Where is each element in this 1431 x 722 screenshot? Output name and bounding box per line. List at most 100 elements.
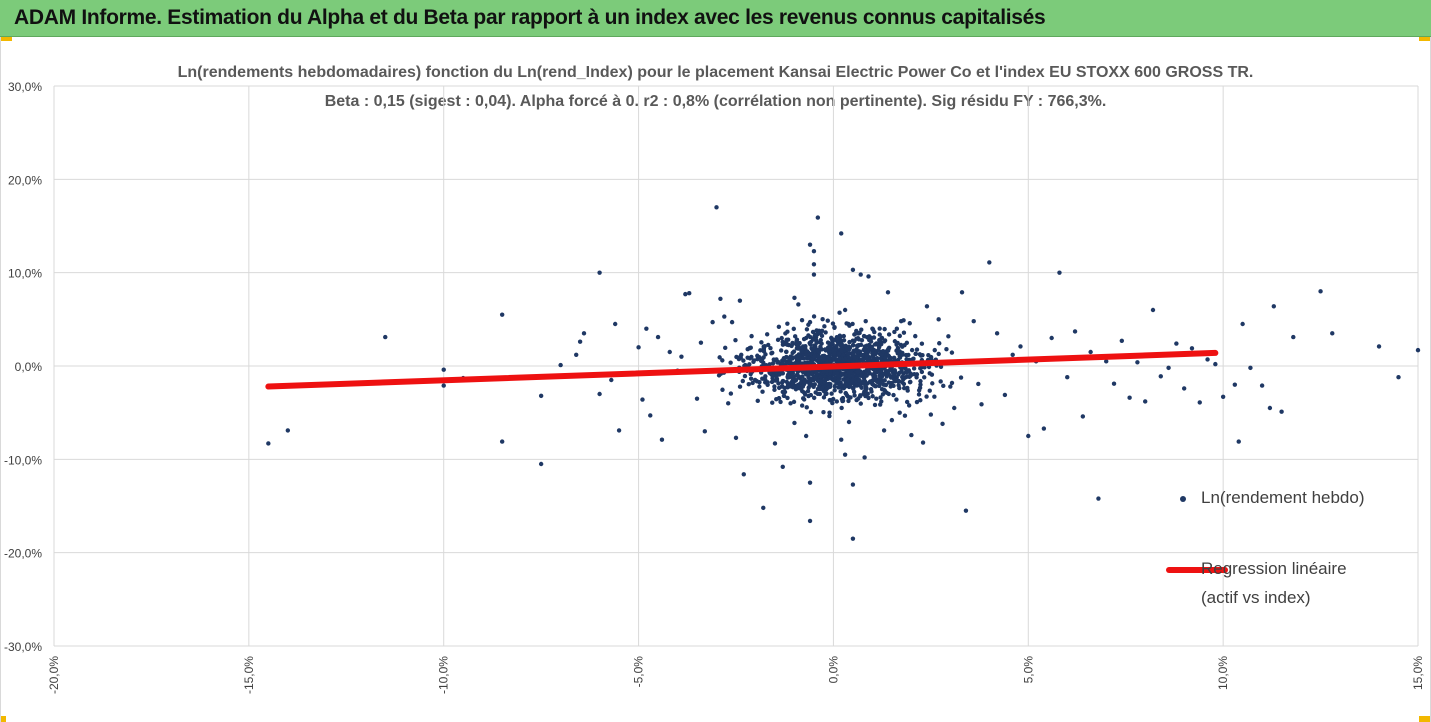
data-point [795,361,801,366]
data-point [904,399,910,405]
legend-regression[interactable]: Regression linéaire (actif vs index) [1166,557,1396,617]
data-point [976,381,981,387]
data-point [936,317,941,322]
data-point [883,368,889,374]
data-point [885,290,891,295]
data-point [794,337,800,342]
data-point [799,403,805,408]
x-tick-label: -20,0% [47,656,61,694]
data-point [859,338,865,343]
data-point [827,410,832,415]
data-point [1158,374,1163,379]
data-point [804,405,809,410]
data-point [1248,365,1253,371]
data-point [886,332,892,337]
data-point [800,369,806,375]
data-point [1232,382,1238,387]
data-point [858,393,863,398]
data-point [810,336,816,341]
footer-corner-left [0,716,6,722]
data-point [814,328,819,333]
data-point [827,375,833,381]
data-point [850,482,856,487]
data-point [803,346,808,351]
y-tick-label: 20,0% [8,173,42,187]
data-point [722,314,727,319]
data-point [801,390,807,395]
data-point [747,362,752,367]
data-point [811,249,817,254]
data-point [733,435,739,441]
data-point [1041,426,1047,431]
data-point [774,378,780,383]
legend-dot-icon [1180,496,1186,502]
data-point [902,413,908,418]
data-point [759,340,764,345]
data-point [850,343,856,348]
data-point [871,382,877,388]
data-point [847,373,852,379]
data-point [858,272,863,277]
data-point [807,480,813,485]
data-point [577,339,583,344]
data-point [836,351,842,357]
data-point [755,398,760,404]
data-point [874,396,879,401]
data-point [655,334,661,340]
data-point [860,358,866,363]
data-point [790,341,796,346]
data-point [892,373,897,379]
data-point [760,376,765,381]
data-point [863,383,868,389]
data-point [905,388,910,393]
data-point [761,505,766,511]
data-point [891,377,897,382]
data-point [837,383,842,388]
x-tick-label: 0,0% [826,656,840,684]
data-point [714,205,719,210]
data-point [779,335,784,341]
data-point [761,349,767,354]
data-point [803,433,809,439]
data-point [824,391,829,396]
data-point [908,379,913,385]
data-point [821,357,826,362]
data-point [813,332,819,337]
data-point [776,324,782,329]
legend-scatter[interactable]: Ln(rendement hebdo) [1176,486,1396,516]
data-point [781,355,787,361]
data-point [829,391,834,396]
data-point [872,375,878,380]
data-point [1236,439,1241,444]
data-point [746,382,751,387]
data-point [710,319,715,325]
data-point [1291,334,1296,340]
data-point [1111,381,1117,386]
data-point [797,340,802,346]
data-point [892,329,897,335]
data-point [644,326,649,331]
data-point [914,399,920,405]
data-point [817,357,823,362]
data-point [1189,346,1195,351]
x-tick-label: -5,0% [632,656,646,688]
data-point [818,386,824,392]
data-point [870,327,876,332]
data-point [900,374,905,380]
data-point [875,379,881,385]
data-point [640,397,645,402]
data-point [844,393,850,398]
data-point [885,348,891,353]
data-point [679,354,684,359]
data-point [963,508,969,513]
data-point [870,357,876,362]
data-point [866,348,871,354]
data-point [748,376,754,381]
data-point [949,380,955,386]
data-point [846,370,852,375]
data-point [764,332,770,337]
data-point [781,393,787,399]
data-point [597,270,602,275]
data-point [811,395,817,401]
data-point [877,332,882,337]
